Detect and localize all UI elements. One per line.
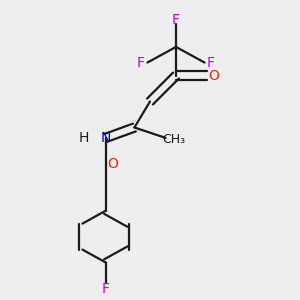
Text: F: F xyxy=(172,13,180,27)
Text: H: H xyxy=(79,131,89,145)
Text: O: O xyxy=(107,157,118,171)
Text: N: N xyxy=(100,131,111,145)
Text: F: F xyxy=(207,56,215,70)
Text: F: F xyxy=(137,56,145,70)
Text: CH₃: CH₃ xyxy=(162,133,185,146)
Text: F: F xyxy=(102,282,110,296)
Text: O: O xyxy=(208,68,219,83)
